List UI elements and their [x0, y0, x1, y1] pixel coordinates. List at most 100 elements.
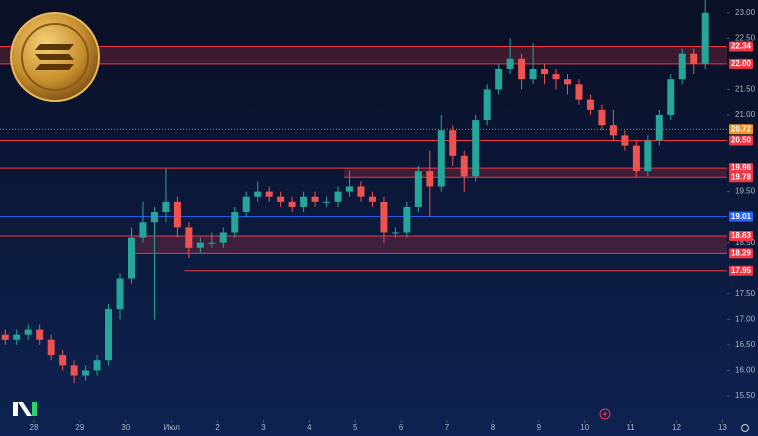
candle-body [300, 196, 308, 207]
candle-body [334, 191, 342, 202]
x-tick-label: 4 [307, 423, 312, 432]
level-label: 20.72 [731, 124, 752, 133]
candle-body [231, 212, 239, 233]
candle-body [173, 201, 181, 228]
candle-body [495, 68, 503, 90]
x-tick-label: 3 [261, 423, 266, 432]
candle-body [357, 186, 365, 197]
level-label: 19.96 [731, 163, 752, 172]
candle-body [127, 237, 135, 279]
candle-body [449, 130, 457, 156]
x-tick-label: 10 [580, 423, 589, 432]
candle-body [632, 145, 640, 172]
y-tick-label: 16.50 [735, 340, 756, 349]
x-tick-label: 2 [215, 423, 220, 432]
candle-body [529, 68, 537, 80]
candle-body [105, 309, 113, 361]
x-tick-label: 12 [672, 423, 681, 432]
candle-body [644, 140, 652, 172]
y-tick-label: 23.00 [735, 8, 756, 17]
candle-body [150, 212, 158, 223]
candle-body [460, 155, 468, 177]
x-tick-label: 7 [445, 423, 450, 432]
candle-body [701, 12, 709, 64]
plot-area [0, 0, 727, 384]
candle-body [368, 196, 376, 202]
candle-body [219, 232, 227, 243]
settings-icon[interactable] [740, 423, 750, 433]
candle-body [196, 242, 204, 248]
candle-body [254, 191, 262, 197]
x-tick-label: 29 [75, 423, 84, 432]
level-label-box [729, 172, 753, 183]
candle-body [185, 227, 193, 248]
level-label: 18.29 [731, 249, 752, 258]
level-label-box [729, 135, 753, 146]
x-tick-label: 30 [121, 423, 130, 432]
candle-body [472, 120, 480, 177]
x-tick-label: 5 [353, 423, 358, 432]
candle-body [518, 58, 526, 80]
candle-body [24, 329, 32, 335]
candle-body [506, 58, 514, 69]
candle-body [414, 171, 422, 207]
candle-body [13, 334, 21, 340]
candle-body [346, 186, 354, 192]
coin-logo [10, 12, 100, 102]
x-tick-label: 13 [718, 423, 727, 432]
candle-body [36, 329, 44, 340]
candle-body [162, 201, 170, 213]
brand-logo [13, 402, 37, 416]
candle-body [586, 99, 594, 110]
level-label: 22.00 [731, 59, 752, 68]
level-label-box [729, 211, 753, 222]
candle-body [564, 79, 572, 85]
candle-body [541, 68, 549, 75]
candle-body [678, 53, 686, 80]
y-tick-label: 18.50 [735, 238, 756, 247]
candle-body [70, 365, 78, 376]
candle-body [621, 135, 629, 146]
candle-body [380, 201, 388, 233]
y-tick-label: 21.50 [735, 85, 756, 94]
x-tick-label: 28 [30, 423, 39, 432]
level-label-box [729, 231, 753, 242]
candle-body [655, 114, 663, 141]
level-label-box [729, 163, 753, 174]
y-tick-label: 16.00 [735, 366, 756, 375]
candle-body [1, 334, 9, 340]
candle-body [483, 89, 491, 121]
x-tick-label: Июл [164, 423, 181, 432]
x-tick-label: 8 [491, 423, 496, 432]
candle-body [323, 201, 331, 203]
candle-body [265, 191, 273, 197]
zone [134, 236, 727, 254]
candle-body [437, 130, 445, 187]
lightning-icon[interactable] [599, 408, 611, 420]
level-label-box [729, 265, 753, 276]
candle-body [403, 206, 411, 233]
level-label-box [729, 41, 753, 52]
level-label-box [729, 58, 753, 69]
candle-body [139, 222, 147, 238]
zone [344, 168, 727, 178]
y-tick-label: 19.50 [735, 187, 756, 196]
candle-body [690, 53, 698, 64]
candle-body [82, 370, 90, 376]
zone [0, 46, 727, 64]
candle-body [47, 339, 55, 356]
level-label-box [729, 124, 753, 135]
level-label: 19.01 [731, 212, 752, 221]
candle-body [391, 232, 399, 234]
candle-body [552, 74, 560, 80]
candle-body [116, 278, 124, 310]
level-label: 22.34 [731, 42, 752, 51]
candle-body [667, 79, 675, 115]
x-tick-label: 9 [537, 423, 542, 432]
candle-body [59, 355, 67, 366]
candle-body [575, 84, 583, 100]
y-tick-label: 22.50 [735, 33, 756, 42]
level-label-box [729, 248, 753, 259]
